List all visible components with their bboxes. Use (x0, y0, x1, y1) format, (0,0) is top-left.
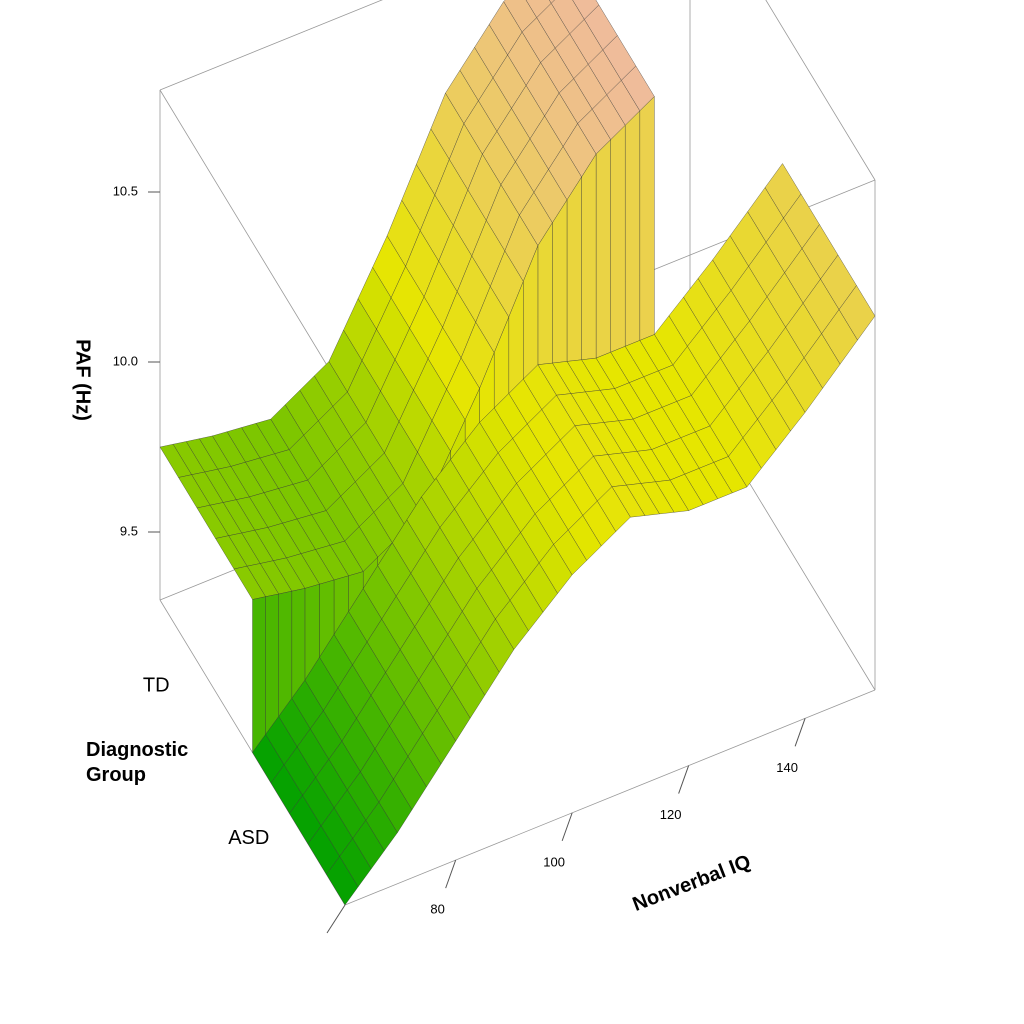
cliff-cell (625, 110, 640, 347)
cliff-cell (566, 176, 582, 362)
cliff-cell (537, 222, 553, 365)
box-edge (344, 689, 876, 906)
y-tick (326, 904, 346, 934)
cliff-cell (552, 199, 568, 364)
x-axis-title: Nonverbal IQ (630, 851, 754, 916)
x-tick (794, 718, 806, 747)
cliff-cell (595, 139, 611, 359)
cliff-cell (265, 593, 279, 735)
surface-cell (548, 0, 555, 4)
box-edge (765, 0, 876, 181)
cliff-cell (639, 96, 655, 341)
cliff-cell (252, 596, 266, 754)
box-edge (159, 89, 346, 396)
cliff-cell (581, 153, 597, 360)
surface-cell (326, 856, 359, 906)
x-tick-label: 80 (430, 902, 444, 917)
z-tick-label: 10.5 (113, 183, 138, 198)
z-tick-label: 10.0 (113, 353, 138, 368)
cliff-cell (291, 588, 306, 699)
x-tick (561, 812, 573, 842)
x-tick-label: 120 (660, 807, 682, 822)
cliff-cell (278, 590, 292, 717)
x-tick (678, 765, 690, 794)
y-axis-title: Diagnostic Group (86, 739, 189, 786)
z-axis-title: PAF (Hz) (72, 339, 94, 421)
x-tick-label: 140 (776, 760, 798, 775)
x-tick (445, 859, 457, 889)
z-tick-label: 9.5 (120, 523, 138, 538)
y-tick-label: TD (143, 675, 170, 697)
box-edge (159, 0, 383, 91)
x-tick-label: 100 (543, 854, 565, 869)
y-tick-label: ASD (228, 827, 269, 849)
cliff-cell (610, 124, 626, 353)
